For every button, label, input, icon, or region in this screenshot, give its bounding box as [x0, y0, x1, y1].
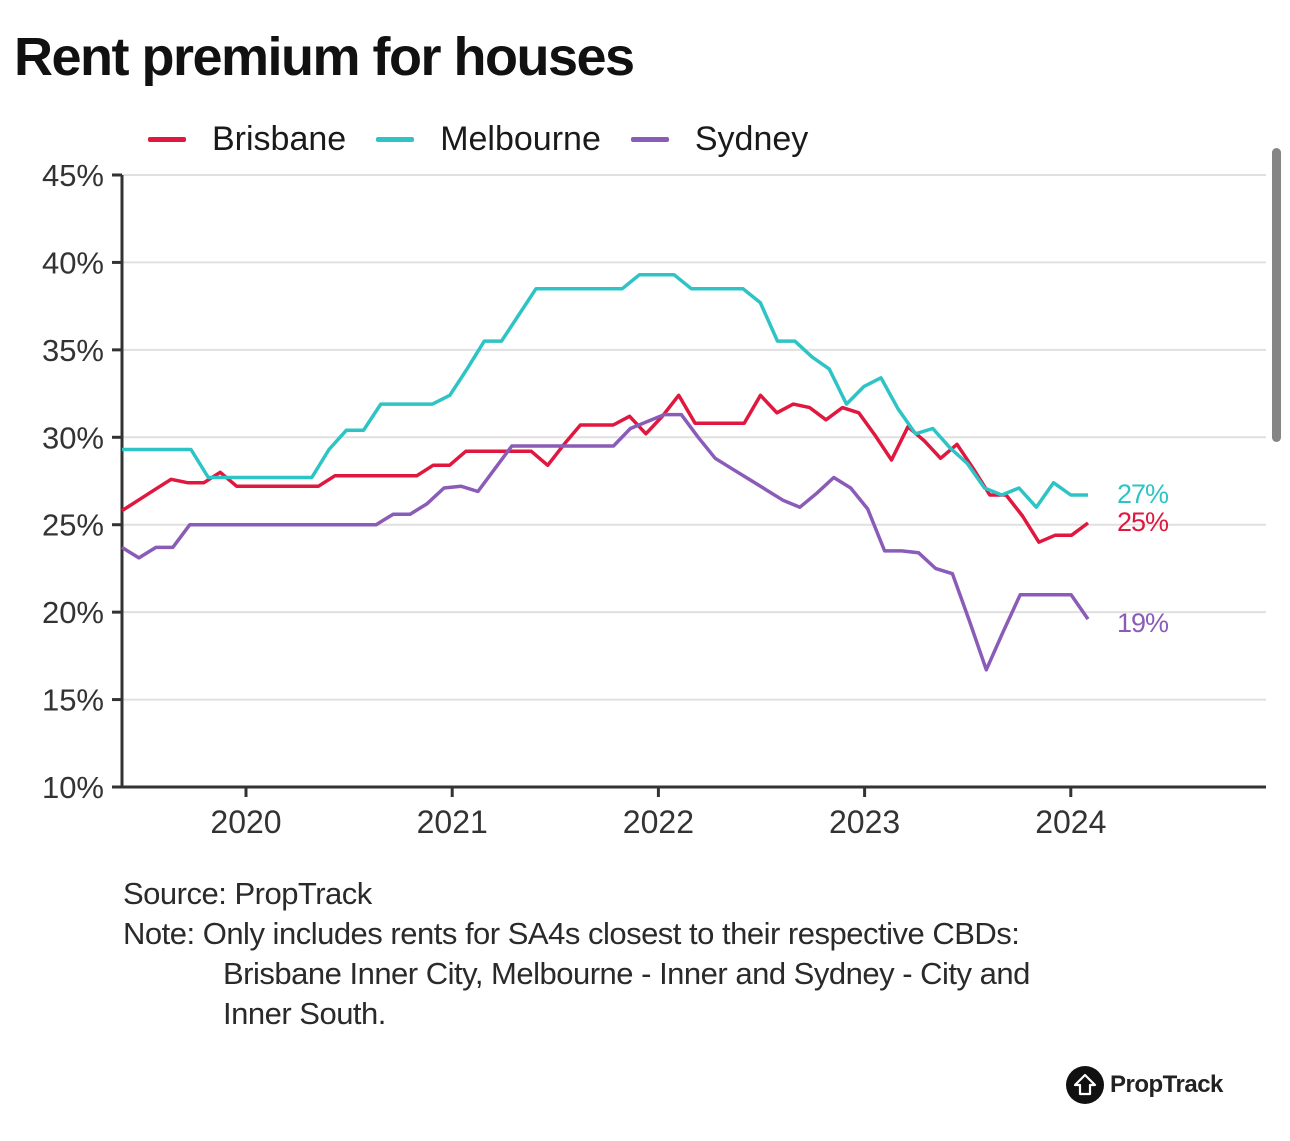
legend-swatch-melbourne [376, 137, 415, 142]
source-text: Source: PropTrack [123, 876, 372, 911]
x-tick-label: 2024 [1035, 804, 1106, 840]
legend-item-brisbane[interactable]: Brisbane [148, 120, 346, 159]
y-tick-label: 15% [42, 683, 104, 718]
x-tick-label: 2023 [829, 804, 900, 840]
series-lines [121, 272, 1090, 672]
legend-item-melbourne[interactable]: Melbourne [376, 120, 601, 159]
legend-swatch-sydney [630, 137, 669, 142]
legend-item-sydney[interactable]: Sydney [630, 120, 809, 159]
x-tick-label: 2020 [210, 804, 281, 840]
house-icon [1066, 1066, 1104, 1104]
vertical-scrollbar[interactable] [1272, 148, 1281, 442]
legend-label-brisbane: Brisbane [212, 120, 347, 158]
chart-notes: Source: PropTrack Note: Only includes re… [123, 874, 1030, 1034]
x-axis: 2020 2021 2022 2023 2024 [122, 785, 1266, 840]
note-text-line2: Brisbane Inner City, Melbourne - Inner a… [223, 956, 1030, 991]
x-tick-label: 2022 [623, 804, 694, 840]
logo-text: PropTrack [1110, 1071, 1223, 1098]
y-tick-label: 20% [42, 595, 104, 630]
chart-legend: Brisbane Melbourne Sydney [148, 120, 838, 159]
line-chart: 10%15%20%25%30%35%40%45% 2020 2021 2022 202… [42, 158, 1266, 840]
end-label-sydney: 19% [1117, 608, 1169, 638]
end-label-melbourne: 27% [1117, 479, 1169, 509]
end-labels: 25%27% 19% [1117, 479, 1170, 638]
y-tick-label: 35% [42, 333, 104, 368]
note-text-line3: Inner South. [223, 996, 386, 1031]
x-tick-label: 2021 [417, 804, 488, 840]
series-line-sydney [121, 412, 1090, 672]
grid-lines [122, 174, 1266, 701]
y-axis: 10% 15% 20% 25% 30% 35% 40% 45% [42, 158, 124, 805]
y-tick-label: 25% [42, 508, 104, 543]
legend-label-melbourne: Melbourne [440, 120, 601, 158]
proptrack-logo: PropTrack [1066, 1066, 1223, 1104]
note-text-line1: Note: Only includes rents for SA4s close… [123, 916, 1020, 951]
legend-swatch-brisbane [148, 137, 186, 142]
series-line-melbourne [122, 272, 1088, 509]
series-line-brisbane [121, 393, 1090, 544]
end-label-brisbane: 25% [1117, 507, 1169, 537]
y-tick-label: 10% [42, 770, 104, 805]
legend-label-sydney: Sydney [694, 120, 809, 158]
y-tick-label: 40% [42, 245, 104, 280]
chart-title: Rent premium for houses [14, 27, 635, 87]
y-tick-label: 30% [42, 420, 104, 455]
y-tick-label: 45% [42, 158, 104, 193]
